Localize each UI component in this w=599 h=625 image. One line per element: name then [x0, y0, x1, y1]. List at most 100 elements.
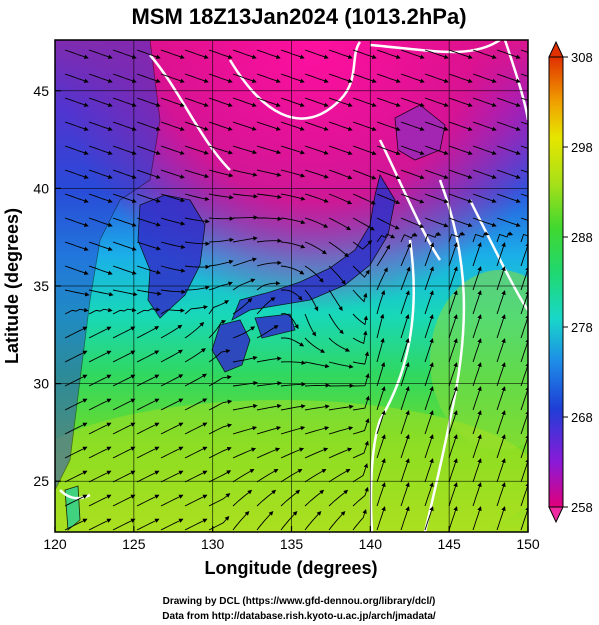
streamline: [280, 97, 305, 107]
streamline: [424, 217, 449, 228]
streamline: [448, 482, 458, 507]
streamline: [328, 241, 349, 258]
streamline: [184, 305, 209, 315]
isobar-line: [369, 40, 501, 54]
streamline: [496, 121, 521, 131]
streamline: [352, 145, 377, 156]
streamline: [112, 241, 137, 251]
streamline: [304, 426, 330, 435]
colorbar-tick-label: 298: [571, 140, 593, 155]
streamline: [112, 350, 136, 363]
streamline: [376, 73, 401, 83]
streamline: [88, 307, 113, 315]
streamline: [376, 458, 386, 483]
streamline: [136, 73, 161, 83]
streamline: [136, 470, 160, 483]
streamline: [352, 97, 377, 107]
streamline: [304, 121, 329, 131]
streamline: [88, 193, 113, 203]
streamline: [400, 97, 425, 107]
streamline: [136, 145, 161, 155]
streamline: [64, 97, 89, 107]
y-tick-label: 45: [33, 83, 49, 99]
streamline: [448, 506, 458, 531]
streamline: [376, 482, 386, 507]
streamline: [448, 217, 473, 228]
streamline: [184, 373, 207, 387]
streamline: [88, 326, 112, 339]
streamline: [400, 386, 410, 411]
streamline: [424, 338, 434, 363]
streamline: [424, 482, 434, 507]
streamline: [424, 121, 449, 131]
credit-drawing: Drawing by DCL (https://www.gfd-dennou.o…: [163, 596, 436, 607]
streamline: [472, 338, 482, 363]
streamline: [112, 398, 136, 411]
streamline: [352, 121, 377, 131]
streamline: [88, 241, 113, 251]
streamline: [472, 458, 482, 483]
streamline: [376, 506, 386, 531]
streamline: [88, 422, 112, 435]
streamline: [304, 468, 327, 483]
streamline: [88, 145, 113, 155]
streamline: [352, 373, 370, 387]
x-tick-label: 120: [43, 536, 67, 552]
streamline: [256, 73, 281, 83]
isobar-line: [378, 139, 442, 261]
streamline: [448, 193, 473, 203]
streamline: [256, 121, 281, 131]
streamline: [88, 49, 113, 59]
streamline: [472, 169, 497, 179]
streamline: [136, 265, 161, 275]
streamline: [112, 289, 138, 297]
colorbar-bottom-arrow: [548, 506, 564, 524]
streamline: [496, 97, 521, 107]
streamline: [64, 398, 88, 411]
streamline: [88, 169, 113, 179]
streamline: [472, 97, 497, 107]
streamline: [88, 398, 112, 411]
figure-title: MSM 18Z13Jan2024 (1013.2hPa): [131, 4, 466, 29]
streamline: [304, 447, 329, 459]
streamline: [424, 458, 434, 483]
streamline: [400, 482, 410, 507]
streamline: [64, 518, 88, 531]
streamline: [232, 298, 253, 315]
streamline: [184, 49, 209, 59]
streamline: [160, 73, 185, 83]
streamline: [472, 242, 482, 267]
streamline: [352, 509, 367, 531]
streamline: [160, 217, 186, 226]
streamline: [376, 49, 401, 59]
streamline: [280, 193, 306, 201]
streamline: [232, 97, 257, 107]
streamline: [328, 426, 354, 435]
streamline: [184, 470, 208, 483]
streamline: [520, 193, 528, 197]
streamline: [496, 506, 506, 531]
streamline: [496, 231, 514, 243]
streamline: [280, 217, 306, 225]
streamline: [112, 446, 136, 459]
streamline: [136, 446, 160, 459]
streamline: [112, 121, 137, 131]
streamline: [256, 510, 274, 531]
streamline: [448, 434, 458, 459]
streamline: [256, 447, 281, 459]
streamline: [304, 97, 329, 107]
x-tick-label: 140: [359, 536, 383, 552]
streamline: [352, 351, 370, 365]
streamline: [400, 410, 410, 435]
streamline: [400, 506, 410, 531]
streamline: [64, 193, 89, 203]
streamline: [184, 97, 209, 107]
streamline: [257, 216, 283, 222]
streamline: [304, 510, 322, 531]
streamline: [136, 49, 161, 59]
streamline: [232, 145, 258, 155]
streamline: [472, 217, 497, 227]
streamline: [400, 290, 410, 315]
streamline: [352, 193, 376, 205]
streamline: [448, 290, 458, 315]
